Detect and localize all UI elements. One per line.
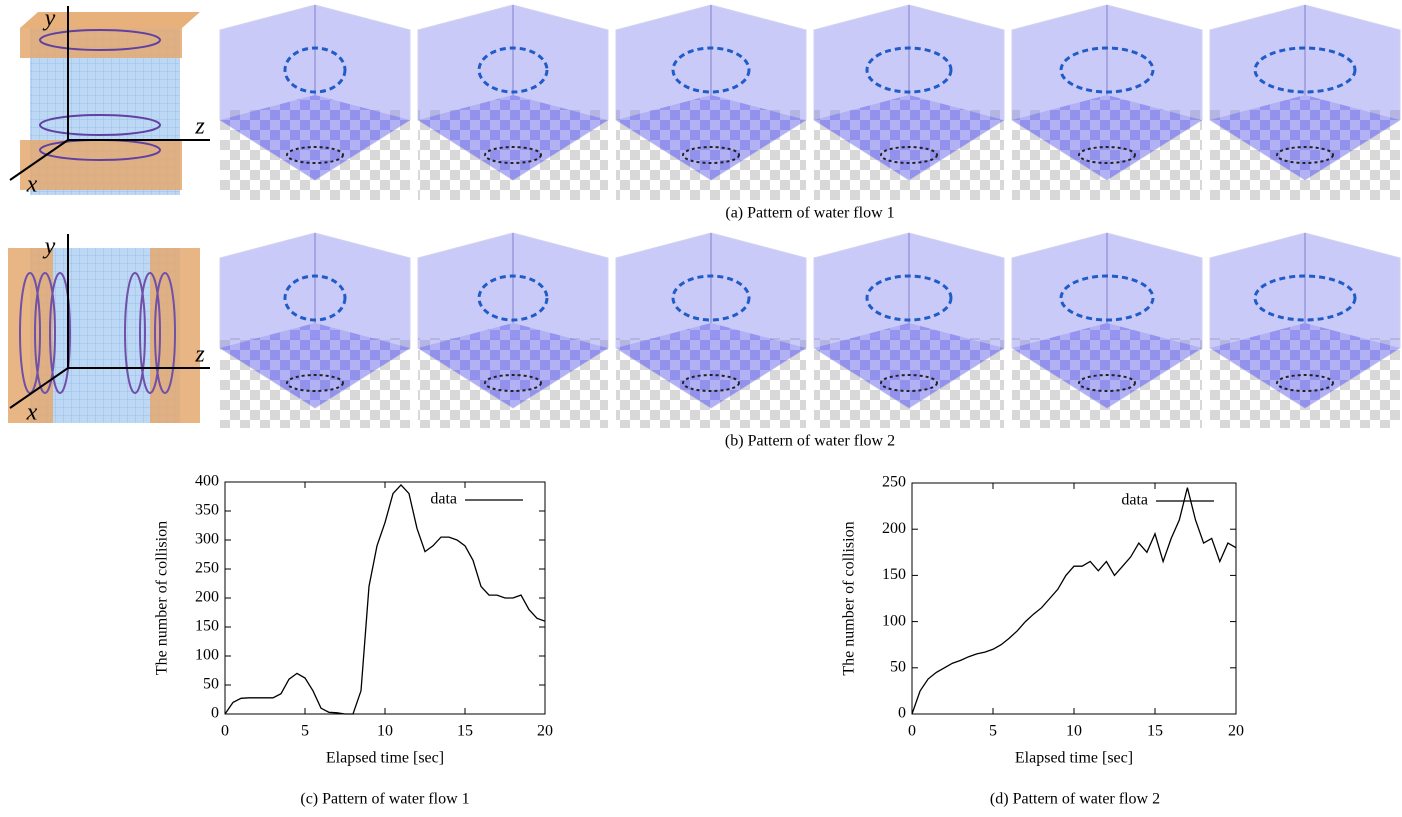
y-tick-label: 150 [882, 566, 906, 583]
chart-caption: (d) Pattern of water flow 2 [990, 791, 1160, 808]
y-axis-label: The number of collision [154, 521, 171, 675]
page: y z x (a) Pattern of water flow 1 y z x (b) Pat… [0, 0, 1402, 817]
data-line [225, 485, 545, 714]
x-tick-label: 15 [1147, 723, 1163, 740]
axis-label: x [26, 172, 38, 198]
x-tick-label: 5 [989, 723, 997, 740]
figure-row: y z x (b) Pattern of water flow 2 [8, 233, 1400, 450]
y-tick-label: 100 [882, 612, 906, 629]
legend-label: data [1121, 492, 1148, 509]
x-tick-label: 10 [1066, 723, 1082, 740]
y-tick-label: 400 [195, 473, 219, 490]
axis-label: y [43, 6, 56, 32]
y-tick-label: 200 [195, 589, 219, 606]
y-tick-label: 300 [195, 531, 219, 548]
y-tick-label: 250 [882, 474, 906, 491]
chart-caption: (c) Pattern of water flow 1 [300, 791, 469, 808]
axis-label: x [26, 400, 38, 426]
y-tick-label: 0 [211, 705, 219, 722]
axis-label: z [194, 342, 205, 368]
x-tick-label: 20 [1228, 723, 1244, 740]
figure-caption: (b) Pattern of water flow 2 [725, 433, 895, 450]
y-tick-label: 0 [898, 705, 906, 722]
axis-label: y [43, 234, 56, 260]
x-axis-label: Elapsed time [sec] [326, 750, 444, 767]
y-tick-label: 250 [195, 560, 219, 577]
y-tick-label: 50 [890, 658, 906, 675]
plot-frame [912, 483, 1236, 714]
x-tick-label: 20 [537, 723, 553, 740]
y-tick-label: 100 [195, 647, 219, 664]
x-tick-label: 5 [301, 723, 309, 740]
figure-caption: (a) Pattern of water flow 1 [725, 205, 894, 222]
y-tick-label: 350 [195, 502, 219, 519]
plot-frame [225, 482, 545, 714]
x-axis-label: Elapsed time [sec] [1015, 750, 1133, 767]
y-tick-label: 50 [203, 676, 219, 693]
x-tick-label: 0 [908, 723, 916, 740]
y-axis-label: The number of collision [841, 521, 858, 675]
y-tick-label: 150 [195, 618, 219, 635]
legend-label: data [430, 491, 457, 508]
x-tick-label: 0 [221, 723, 229, 740]
figure-row: y z x (a) Pattern of water flow 1 [10, 5, 1400, 222]
x-tick-label: 15 [457, 723, 473, 740]
figure: y z x (a) Pattern of water flow 1 y z x (b) Pat… [0, 0, 1402, 812]
y-tick-label: 200 [882, 520, 906, 537]
x-tick-label: 10 [377, 723, 393, 740]
data-line [912, 488, 1236, 714]
axis-label: z [194, 114, 205, 140]
